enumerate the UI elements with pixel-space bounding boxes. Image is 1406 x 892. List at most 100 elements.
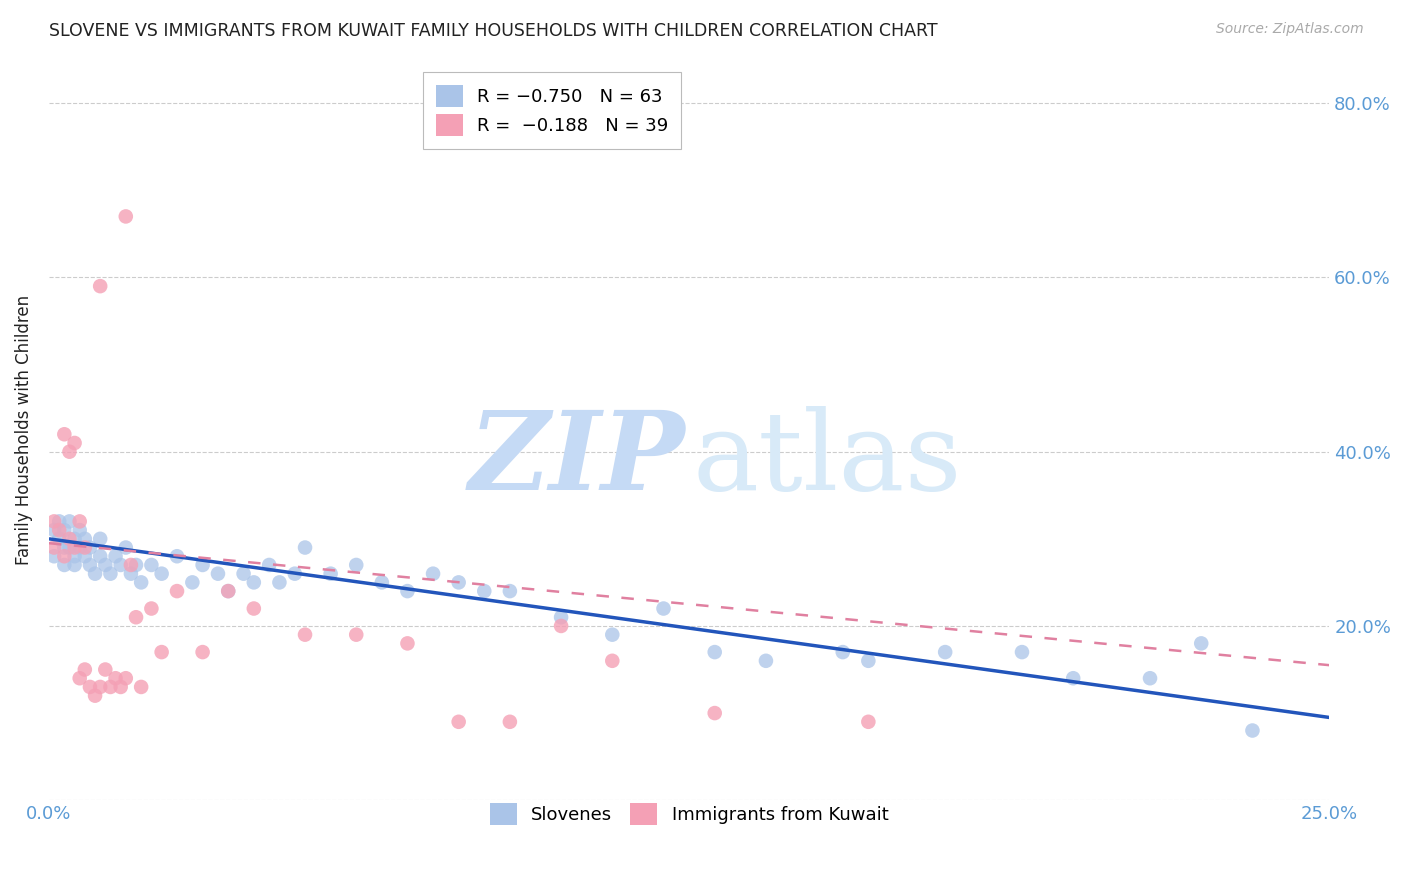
Point [207, 566, 229, 581]
Y-axis label: Family Households with Children: Family Households with Children [15, 295, 32, 565]
Point [53, 549, 76, 564]
Point [100, 566, 122, 581]
Text: SLOVENE VS IMMIGRANTS FROM KUWAIT FAMILY HOUSEHOLDS WITH CHILDREN CORRELATION CH: SLOVENE VS IMMIGRANTS FROM KUWAIT FAMILY… [49, 22, 938, 40]
Point [58, 532, 80, 546]
Point [499, 584, 522, 599]
Point [652, 601, 675, 615]
Point [257, 558, 280, 572]
Point [600, 628, 623, 642]
Point [294, 628, 316, 642]
Point [89, 279, 111, 293]
Point [141, 558, 163, 572]
Point [447, 714, 470, 729]
Point [1241, 723, 1264, 738]
Point [84, 689, 107, 703]
Text: Source: ZipAtlas.com: Source: ZipAtlas.com [1216, 22, 1364, 37]
Point [42, 549, 65, 564]
Point [120, 566, 142, 581]
Point [100, 680, 122, 694]
Point [141, 601, 163, 615]
Point [48, 515, 70, 529]
Point [1062, 671, 1084, 685]
Point [396, 584, 419, 599]
Point [84, 566, 107, 581]
Point [58, 541, 80, 555]
Point [114, 541, 136, 555]
Legend: Slovenes, Immigrants from Kuwait: Slovenes, Immigrants from Kuwait [479, 792, 900, 836]
Point [53, 541, 76, 555]
Point [63, 549, 86, 564]
Point [150, 645, 173, 659]
Point [79, 680, 101, 694]
Point [73, 663, 96, 677]
Point [858, 654, 880, 668]
Point [63, 532, 86, 546]
Point [181, 575, 204, 590]
Point [166, 584, 188, 599]
Point [104, 671, 127, 685]
Point [89, 549, 111, 564]
Point [69, 515, 91, 529]
Point [114, 210, 136, 224]
Point [58, 515, 80, 529]
Point [294, 541, 316, 555]
Point [703, 645, 725, 659]
Point [94, 558, 117, 572]
Point [69, 523, 91, 537]
Point [472, 584, 495, 599]
Point [422, 566, 444, 581]
Point [703, 706, 725, 720]
Point [129, 680, 152, 694]
Point [344, 558, 367, 572]
Point [53, 558, 76, 572]
Point [371, 575, 394, 590]
Point [73, 541, 96, 555]
Point [1139, 671, 1161, 685]
Point [69, 671, 91, 685]
Point [319, 566, 342, 581]
Point [125, 558, 148, 572]
Point [755, 654, 778, 668]
Point [831, 645, 853, 659]
Point [53, 523, 76, 537]
Point [550, 610, 572, 624]
Point [243, 575, 266, 590]
Point [73, 549, 96, 564]
Point [42, 523, 65, 537]
Point [243, 601, 266, 615]
Point [63, 541, 86, 555]
Point [58, 444, 80, 458]
Point [89, 680, 111, 694]
Point [934, 645, 956, 659]
Point [94, 663, 117, 677]
Point [120, 558, 142, 572]
Point [63, 436, 86, 450]
Point [858, 714, 880, 729]
Point [69, 541, 91, 555]
Text: atlas: atlas [693, 406, 963, 513]
Point [1011, 645, 1033, 659]
Point [104, 549, 127, 564]
Point [600, 654, 623, 668]
Point [42, 541, 65, 555]
Text: ZIP: ZIP [468, 406, 685, 513]
Point [110, 558, 132, 572]
Point [48, 523, 70, 537]
Point [114, 671, 136, 685]
Point [232, 566, 254, 581]
Point [73, 532, 96, 546]
Point [284, 566, 307, 581]
Point [42, 515, 65, 529]
Point [150, 566, 173, 581]
Point [53, 427, 76, 442]
Point [110, 680, 132, 694]
Point [79, 558, 101, 572]
Point [217, 584, 239, 599]
Point [217, 584, 239, 599]
Point [344, 628, 367, 642]
Point [48, 532, 70, 546]
Point [269, 575, 291, 590]
Point [191, 645, 214, 659]
Point [191, 558, 214, 572]
Point [1189, 636, 1212, 650]
